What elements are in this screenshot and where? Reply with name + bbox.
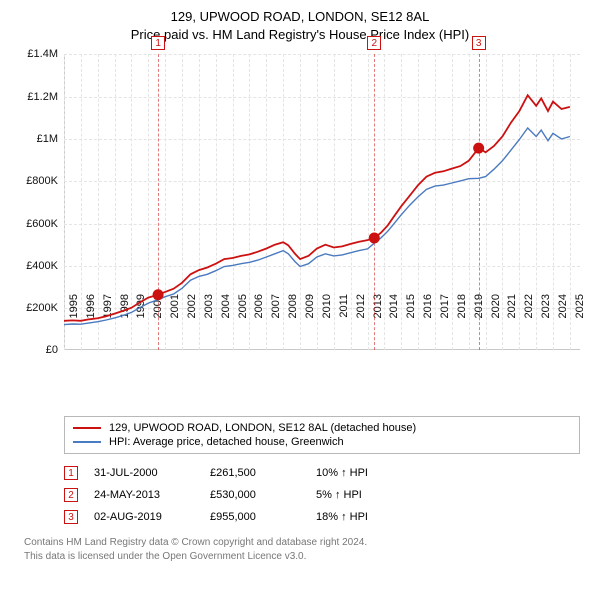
sale-vs-hpi: 10% ↑ HPI	[316, 467, 426, 479]
sale-price: £530,000	[210, 489, 300, 501]
legend-row: HPI: Average price, detached house, Gree…	[73, 435, 571, 449]
sale-date: 24-MAY-2013	[94, 489, 194, 501]
sales-row: 1 31-JUL-2000 £261,500 10% ↑ HPI	[64, 462, 580, 484]
footer-line-2: This data is licensed under the Open Gov…	[24, 550, 588, 564]
ytick-label: £800K	[12, 175, 58, 187]
ytick-label: £200K	[12, 302, 58, 314]
footer-line-1: Contains HM Land Registry data © Crown c…	[24, 536, 588, 550]
ytick-label: £1.4M	[12, 48, 58, 60]
page-subtitle: Price paid vs. HM Land Registry's House …	[12, 26, 588, 44]
legend: 129, UPWOOD ROAD, LONDON, SE12 8AL (deta…	[64, 416, 580, 454]
ytick-label: £600K	[12, 218, 58, 230]
sale-price: £955,000	[210, 511, 300, 523]
page-title: 129, UPWOOD ROAD, LONDON, SE12 8AL	[12, 8, 588, 26]
legend-label: HPI: Average price, detached house, Gree…	[109, 436, 344, 448]
sale-date: 31-JUL-2000	[94, 467, 194, 479]
sale-dot	[474, 143, 484, 153]
sale-vs-hpi: 5% ↑ HPI	[316, 489, 426, 501]
sale-dot	[369, 233, 379, 243]
ytick-label: £1M	[12, 133, 58, 145]
series-hpi	[64, 128, 570, 325]
sale-vs-hpi: 18% ↑ HPI	[316, 511, 426, 523]
legend-label: 129, UPWOOD ROAD, LONDON, SE12 8AL (deta…	[109, 422, 416, 434]
ytick-label: £0	[12, 344, 58, 356]
sale-date: 02-AUG-2019	[94, 511, 194, 523]
sale-marker-box: 1	[151, 36, 165, 50]
legend-swatch	[73, 427, 101, 429]
sale-dot	[153, 290, 163, 300]
ytick-label: £1.2M	[12, 91, 58, 103]
ytick-label: £400K	[12, 260, 58, 272]
sale-marker-box: 2	[367, 36, 381, 50]
sale-price: £261,500	[210, 467, 300, 479]
price-chart: £0£200K£400K£600K£800K£1M£1.2M£1.4M19951…	[12, 50, 588, 410]
sale-index-box: 1	[64, 466, 78, 480]
sale-marker-box: 3	[472, 36, 486, 50]
chart-lines	[64, 54, 580, 350]
series-property	[64, 96, 570, 322]
sales-row: 2 24-MAY-2013 £530,000 5% ↑ HPI	[64, 484, 580, 506]
sales-table: 1 31-JUL-2000 £261,500 10% ↑ HPI 2 24-MAY-201…	[64, 462, 580, 528]
sale-index-box: 2	[64, 488, 78, 502]
legend-row: 129, UPWOOD ROAD, LONDON, SE12 8AL (deta…	[73, 421, 571, 435]
sales-row: 3 02-AUG-2019 £955,000 18% ↑ HPI	[64, 506, 580, 528]
footer-attribution: Contains HM Land Registry data © Crown c…	[24, 536, 588, 563]
sale-index-box: 3	[64, 510, 78, 524]
legend-swatch	[73, 441, 101, 443]
